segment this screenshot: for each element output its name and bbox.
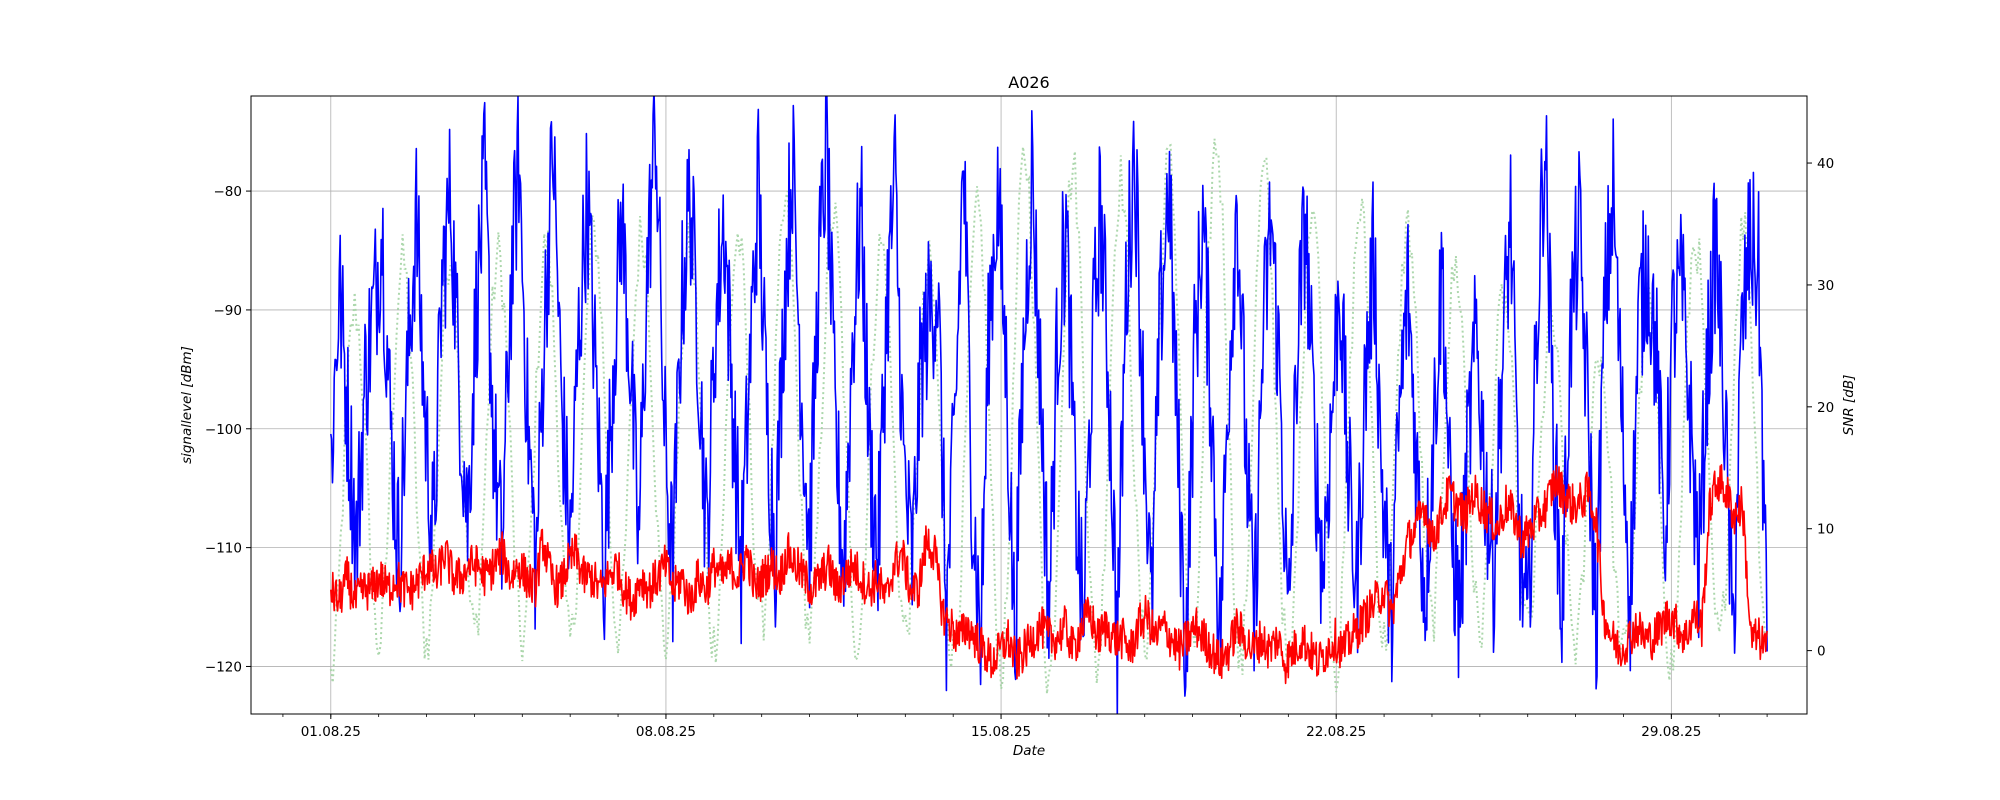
y-axis-right-label: SNR [dB]	[1841, 375, 1857, 436]
x-tick-label: 29.08.25	[1641, 724, 1701, 740]
series-signal-level	[330, 96, 1768, 714]
x-axis: 01.08.25 08.08.25 15.08.25 22.08.25 29.08.25	[282, 714, 1768, 740]
plot-frame	[250, 95, 1808, 715]
x-tick-label: 01.08.25	[301, 724, 361, 740]
chart-title: A026	[1008, 73, 1049, 92]
y-left-tick-label: −90	[214, 303, 243, 319]
x-tick-label: 22.08.25	[1306, 724, 1366, 740]
series-snr	[330, 463, 1768, 685]
y-right-tick-label: 10	[1817, 522, 1834, 538]
y-left-tick-label: −110	[205, 541, 242, 557]
x-tick-label: 15.08.25	[971, 724, 1031, 740]
y-left-tick-label: −100	[205, 422, 242, 438]
y-right-tick-label: 30	[1817, 278, 1834, 294]
signal-band-line	[329, 138, 1769, 694]
y-axis-left: −80 −90 −100 −110 −120	[205, 184, 251, 675]
y-axis-right: 0 10 20 30 40	[1807, 156, 1834, 660]
y-right-tick-label: 40	[1817, 156, 1834, 172]
y-axis-left-label: signallevel [dBm]	[179, 346, 195, 464]
y-left-tick-label: −120	[205, 659, 242, 675]
x-tick-label: 08.08.25	[636, 724, 696, 740]
signal-level-line	[330, 96, 1768, 714]
x-axis-label: Date	[1013, 743, 1045, 759]
grid-lines	[251, 96, 1807, 714]
y-left-tick-label: −80	[214, 184, 243, 200]
series-signal-daily-band	[329, 138, 1769, 694]
y-right-tick-label: 0	[1817, 644, 1826, 660]
snr-line	[330, 463, 1768, 685]
y-right-tick-label: 20	[1817, 400, 1834, 416]
plot-area	[329, 96, 1769, 714]
